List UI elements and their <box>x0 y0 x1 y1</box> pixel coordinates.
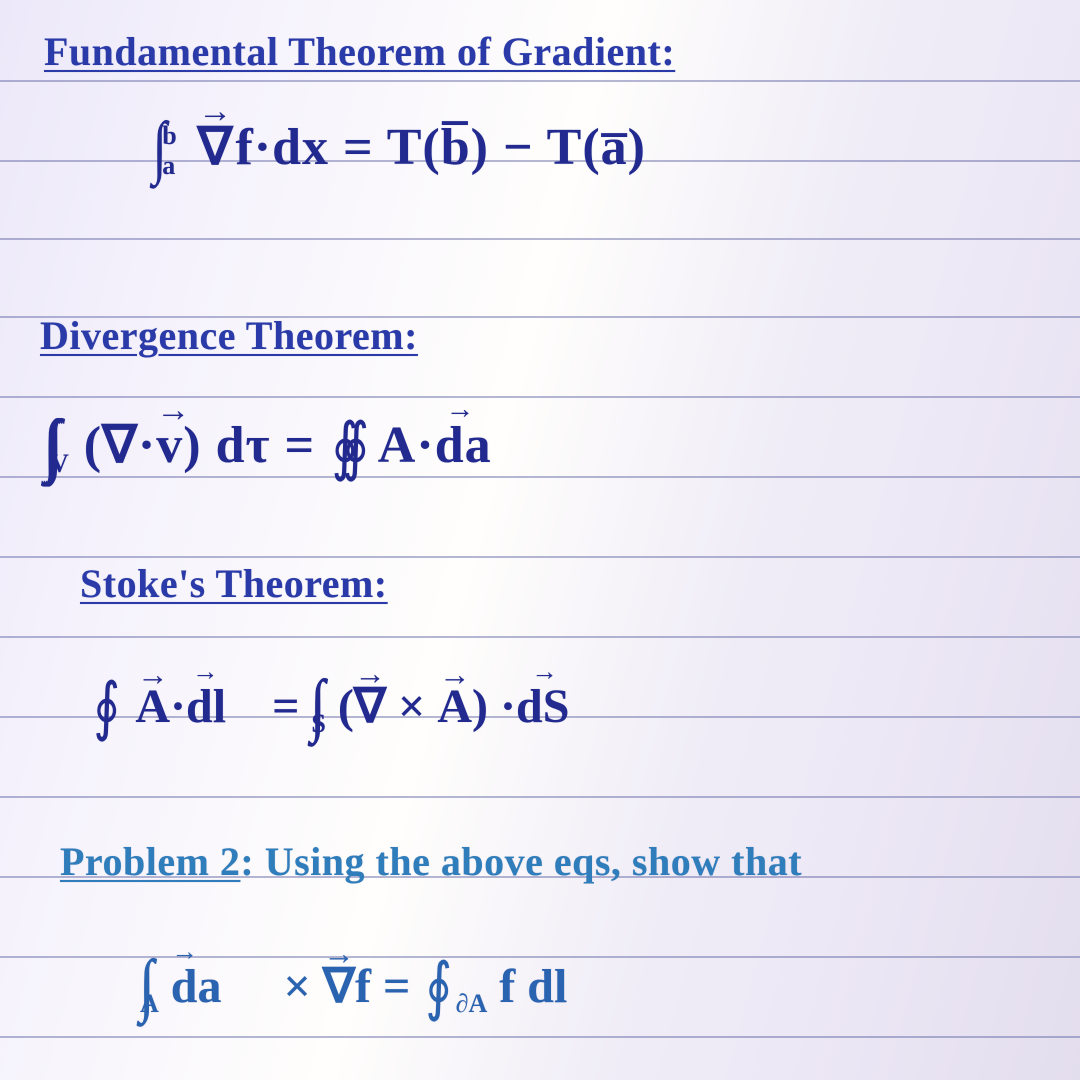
grad-f: f <box>235 119 253 176</box>
stokes-sub: S <box>311 709 325 738</box>
loop-int: ∮ <box>93 670 120 744</box>
A-vec: A <box>135 679 170 734</box>
boundary-oint: ∮ <box>426 950 453 1024</box>
dtau: dτ <box>216 417 271 474</box>
dot: · <box>254 119 272 176</box>
equals3: = <box>272 680 311 733</box>
heading-divergence: Divergence Theorem: <box>40 312 418 359</box>
equation-problem: ∫∫A da→ × ∇f = ∮∂A f dl <box>140 940 567 1020</box>
v-vec: v <box>156 416 183 475</box>
boundary-sub: ∂A <box>456 989 488 1018</box>
heading-div-text: Divergence Theorem: <box>40 313 418 358</box>
problem-label: Problem 2 <box>60 839 240 884</box>
integral-symbol: ∫ <box>153 108 168 188</box>
stokes-dl: dl <box>186 680 226 733</box>
heading-gradient: Fundamental Theorem of Gradient: <box>44 28 675 75</box>
equals2: = <box>284 417 329 474</box>
dl-arrow: → <box>192 656 218 687</box>
open-paren: ( <box>84 417 102 474</box>
nabla: ∇ <box>198 117 234 177</box>
prob-f: f <box>355 960 371 1013</box>
div-A: A <box>378 417 417 474</box>
dot2: · <box>138 417 156 474</box>
dot4: · <box>170 680 186 733</box>
nabla3: ∇ <box>354 678 386 734</box>
dot3: · <box>416 417 434 474</box>
nabla4: ∇ <box>323 958 355 1014</box>
equation-gradient: ∫ab ∇f·dx = T(b̅) − T(a̅) <box>150 102 646 182</box>
surface-oint: ∮∮ <box>332 410 353 484</box>
region-A: A <box>140 989 159 1018</box>
heading-stokes-text: Stoke's Theorem: <box>80 561 388 606</box>
grad-rhs: T(b̅) − T(a̅) <box>387 119 646 176</box>
heading-gradient-text: Fundamental Theorem of Gradient: <box>44 29 675 74</box>
cross2: × <box>283 960 322 1013</box>
nabla2: ∇ <box>102 417 138 474</box>
equals4: = <box>383 960 422 1013</box>
equals: = <box>343 119 387 176</box>
prob-da-arrow: → <box>171 936 197 967</box>
problem-heading: Problem 2: Using the above eqs, show tha… <box>60 838 802 885</box>
prob-rhs: f dl <box>499 960 567 1013</box>
A-vec2: A <box>437 679 472 734</box>
close-paren2: ) <box>472 680 500 733</box>
equation-divergence: ∫∫∫V (∇·v) dτ = ∮∮ A·da → <box>48 400 492 480</box>
cross: × <box>386 680 437 733</box>
dx: dx <box>272 119 329 176</box>
prob-da: da <box>171 960 222 1013</box>
vol-sub: V <box>50 449 70 478</box>
stokes-ds: dS <box>516 680 569 733</box>
equation-stokes: ∮ A·dl→ = ∫∫S (∇ × A) ·dS→ <box>90 660 569 740</box>
da-arrow: → <box>446 394 476 426</box>
problem-text: : Using the above eqs, show that <box>240 839 802 884</box>
dot5: · <box>500 680 516 733</box>
ds-arrow: → <box>531 656 557 687</box>
heading-stokes: Stoke's Theorem: <box>80 560 388 607</box>
open-paren2: ( <box>338 680 354 733</box>
notebook-page: Fundamental Theorem of Gradient: ∫ab ∇f·… <box>0 0 1080 1080</box>
